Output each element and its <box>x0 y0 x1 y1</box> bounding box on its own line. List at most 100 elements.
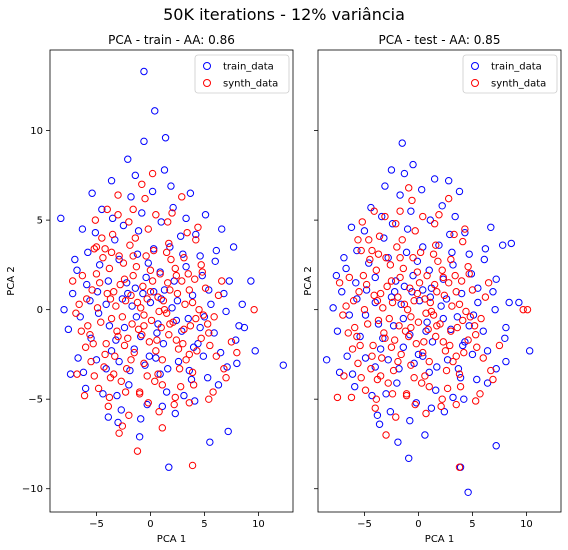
scatter-point-synth-data <box>156 270 164 278</box>
scatter-point-train-data <box>144 259 152 267</box>
scatter-point-train-data <box>142 273 150 282</box>
scatter-point-train-data <box>160 166 169 174</box>
scatter-point-synth-data <box>347 393 356 402</box>
scatter-point-synth-data <box>127 356 135 364</box>
scatter-point-train-data <box>137 332 145 341</box>
scatter-point-train-data <box>114 418 122 427</box>
scatter-point-synth-data <box>362 280 371 289</box>
scatter-point-synth-data <box>125 411 133 419</box>
scatter-point-train-data <box>162 388 171 396</box>
scatter-point-synth-data <box>384 379 392 387</box>
scatter-point-train-data <box>232 336 240 344</box>
scatter-point-train-data <box>117 406 125 414</box>
scatter-point-synth-data <box>110 370 118 378</box>
scatter-point-synth-data <box>351 323 359 332</box>
scatter-point-synth-data <box>144 399 152 407</box>
scatter-point-synth-data <box>399 264 408 273</box>
scatter-point-synth-data <box>214 291 223 300</box>
scatter-point-synth-data <box>128 320 136 328</box>
scatter-point-synth-data <box>441 347 450 355</box>
scatter-point-synth-data <box>440 291 449 300</box>
scatter-point-train-data <box>498 241 507 249</box>
scatter-point-synth-data <box>147 316 156 325</box>
scatter-point-train-data <box>92 356 101 364</box>
scatter-point-synth-data <box>184 270 192 278</box>
scatter-point-train-data <box>145 352 154 360</box>
scatter-point-train-data <box>378 212 386 221</box>
scatter-point-train-data <box>465 250 473 258</box>
plot-area <box>322 139 534 496</box>
x-tick-label: 0 <box>147 519 153 530</box>
scatter-point-synth-data <box>455 463 464 471</box>
scatter-point-synth-data <box>116 280 124 289</box>
scatter-point-train-data <box>492 365 500 373</box>
scatter-point-train-data <box>169 203 177 212</box>
scatter-point-train-data <box>158 402 167 411</box>
scatter-point-synth-data <box>456 382 465 391</box>
scatter-point-train-data <box>159 339 168 348</box>
scatter-point-synth-data <box>100 363 108 371</box>
scatter-point-synth-data <box>133 447 142 455</box>
scatter-point-synth-data <box>394 357 402 366</box>
scatter-point-synth-data <box>481 293 490 301</box>
scatter-point-train-data <box>474 284 482 292</box>
scatter-point-train-data <box>406 416 414 425</box>
legend: train_data synth_data <box>462 54 558 94</box>
scatter-point-train-data <box>399 314 408 323</box>
scatter-point-train-data <box>515 298 523 307</box>
scatter-point-synth-data <box>162 248 171 257</box>
scatter-point-train-data <box>421 431 429 439</box>
scatter-point-train-data <box>251 347 259 355</box>
scatter-point-synth-data <box>103 289 111 298</box>
scatter-point-synth-data <box>392 220 400 228</box>
scatter-point-train-data <box>74 354 82 362</box>
y-tick-label: −5 <box>28 395 43 406</box>
chart-panel-1: PCA - train - AA: 0.86 −5 0 5 10 −10 −5 0 5 10 PCA… <box>6 33 294 545</box>
scatter-point-synth-data <box>373 297 382 305</box>
scatter-point-train-data <box>417 185 426 194</box>
scatter-point-synth-data <box>97 318 105 326</box>
scatter-point-synth-data <box>118 422 127 430</box>
scatter-point-train-data <box>396 191 404 199</box>
scatter-point-synth-data <box>363 320 372 328</box>
scatter-point-train-data <box>153 329 161 337</box>
scatter-point-synth-data <box>426 298 435 307</box>
scatter-point-train-data <box>502 323 510 332</box>
scatter-point-synth-data <box>180 325 188 334</box>
scatter-point-train-data <box>467 270 476 278</box>
scatter-point-train-data <box>388 220 397 228</box>
scatter-point-synth-data <box>378 354 386 362</box>
scatter-point-synth-data <box>220 365 228 373</box>
scatter-point-synth-data <box>183 228 191 237</box>
scatter-point-train-data <box>390 288 399 296</box>
scatter-point-synth-data <box>125 218 133 226</box>
scatter-point-synth-data <box>365 236 373 244</box>
scatter-point-train-data <box>351 382 359 391</box>
scatter-point-synth-data <box>122 365 131 373</box>
y-axis-label: PCA 2 <box>6 266 17 295</box>
scatter-point-synth-data <box>340 372 348 380</box>
scatter-point-train-data <box>457 289 466 298</box>
scatter-point-synth-data <box>72 309 80 317</box>
scatter-point-synth-data <box>457 277 466 285</box>
scatter-point-train-data <box>465 322 473 330</box>
scatter-point-synth-data <box>135 388 144 396</box>
scatter-point-synth-data <box>68 277 77 285</box>
scatter-point-synth-data <box>396 254 404 262</box>
scatter-point-train-data <box>322 356 331 364</box>
legend-marker <box>203 79 211 87</box>
scatter-point-synth-data <box>133 298 142 307</box>
scatter-point-synth-data <box>452 400 460 409</box>
scatter-point-train-data <box>199 352 208 360</box>
scatter-point-synth-data <box>359 271 368 280</box>
scatter-point-train-data <box>403 225 412 233</box>
scatter-point-synth-data <box>396 207 404 215</box>
scatter-point-train-data <box>91 228 100 237</box>
scatter-point-train-data <box>371 363 379 371</box>
scatter-point-synth-data <box>354 359 362 368</box>
scatter-point-synth-data <box>368 352 376 360</box>
scatter-point-synth-data <box>406 284 414 292</box>
scatter-point-synth-data <box>484 279 493 287</box>
legend-label: train_data <box>223 62 274 73</box>
